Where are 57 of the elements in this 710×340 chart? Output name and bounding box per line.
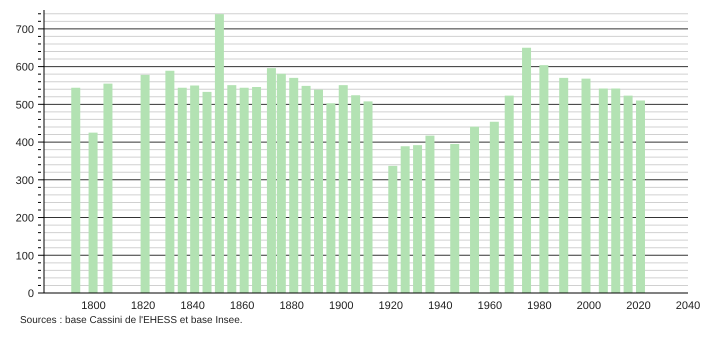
bar bbox=[103, 84, 112, 293]
bar bbox=[624, 96, 633, 293]
bar bbox=[413, 145, 422, 293]
bar bbox=[302, 86, 311, 293]
bar bbox=[364, 101, 373, 293]
bar bbox=[351, 95, 360, 293]
bar bbox=[450, 144, 460, 293]
y-tick-label: 700 bbox=[16, 24, 34, 36]
x-tick-label: 1880 bbox=[279, 300, 304, 312]
bar bbox=[326, 103, 336, 293]
y-tick-label: 300 bbox=[16, 174, 34, 187]
y-tick-label: 200 bbox=[16, 212, 34, 225]
bar bbox=[190, 85, 200, 293]
bar bbox=[388, 166, 398, 293]
bar bbox=[88, 132, 98, 293]
bar bbox=[504, 96, 514, 293]
bar bbox=[338, 85, 348, 293]
bar bbox=[598, 88, 608, 293]
bar bbox=[400, 146, 410, 293]
x-tick-label: 1960 bbox=[478, 300, 502, 312]
bar bbox=[490, 122, 499, 293]
bar bbox=[252, 86, 262, 293]
x-tick-label: 1940 bbox=[428, 300, 453, 312]
bar bbox=[289, 78, 298, 293]
y-tick-label: 100 bbox=[16, 250, 34, 262]
bar bbox=[559, 78, 568, 293]
bar bbox=[581, 78, 590, 293]
x-tick-label: 1900 bbox=[328, 300, 354, 312]
bar bbox=[178, 88, 187, 293]
bar bbox=[214, 14, 224, 293]
x-tick-label: 1800 bbox=[81, 300, 106, 312]
x-tick-label: 1920 bbox=[378, 300, 404, 312]
bar bbox=[314, 90, 323, 293]
bar bbox=[240, 88, 249, 293]
bar bbox=[470, 126, 480, 293]
x-tick-label: 1840 bbox=[180, 300, 205, 312]
x-tick-label: 2000 bbox=[576, 300, 602, 312]
bar bbox=[227, 85, 236, 293]
bar bbox=[539, 65, 548, 293]
bar bbox=[611, 88, 620, 293]
x-tick-label: 1820 bbox=[130, 300, 156, 312]
source-note: Sources : base Cassini de l'EHESS et base Insee. bbox=[20, 315, 244, 326]
y-tick-label: 500 bbox=[16, 99, 34, 112]
y-tick-label: 400 bbox=[16, 137, 34, 150]
bar bbox=[165, 70, 174, 293]
x-tick-label: 2020 bbox=[626, 300, 651, 312]
x-tick-label: 1980 bbox=[527, 300, 552, 312]
bar bbox=[140, 74, 150, 293]
bar bbox=[202, 92, 212, 293]
x-tick-label: 1860 bbox=[230, 300, 254, 312]
bar bbox=[71, 88, 80, 293]
y-tick-label: 600 bbox=[16, 62, 34, 74]
x-tick-label: 2040 bbox=[676, 300, 700, 312]
y-tick-label: 0 bbox=[28, 288, 34, 300]
bar bbox=[636, 100, 645, 293]
bar bbox=[522, 48, 532, 293]
bar bbox=[425, 136, 434, 293]
